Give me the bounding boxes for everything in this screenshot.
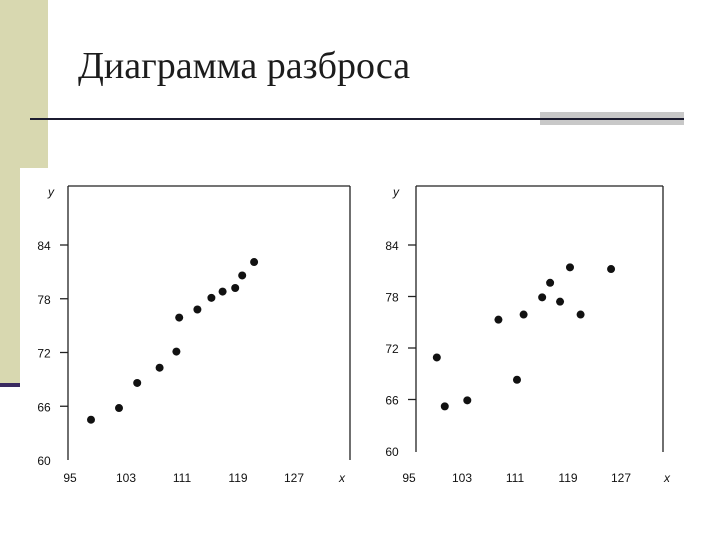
data-point <box>172 347 181 356</box>
x-tick-label: 119 <box>558 471 577 485</box>
x-tick-label: 127 <box>611 471 631 485</box>
data-point <box>87 415 95 424</box>
y-axis-label: y <box>392 185 400 199</box>
y-axis-label: y <box>47 185 55 199</box>
data-point <box>519 310 528 319</box>
y-tick-label: 78 <box>385 291 399 305</box>
data-point <box>546 278 555 287</box>
x-tick-label: 119 <box>228 471 247 485</box>
x-tick-label: 103 <box>452 471 472 485</box>
data-point <box>231 284 240 292</box>
data-point <box>238 271 247 280</box>
y-tick-label: 66 <box>37 400 51 414</box>
scatter-chart-right: y x 60 66 72 78 84 95 103 111 119 127 <box>385 185 671 485</box>
y-tick-label: 60 <box>37 454 51 468</box>
data-point <box>175 313 184 322</box>
data-point <box>218 287 227 296</box>
title-rule <box>30 118 542 120</box>
data-point <box>207 293 216 302</box>
data-point <box>432 353 441 362</box>
data-point <box>193 305 202 314</box>
data-point <box>565 263 574 272</box>
x-tick-label: 103 <box>116 471 136 485</box>
x-tick-label: 127 <box>284 471 304 485</box>
title-rule-accent-line <box>540 118 684 120</box>
x-axis-label: x <box>338 471 346 485</box>
scatter-figure-panel: y x 60 66 72 78 84 95 103 111 119 127 y x 60 66 72 78 84 9… <box>20 168 696 492</box>
y-tick-label: 72 <box>385 342 399 356</box>
x-tick-label: 111 <box>173 471 192 485</box>
data-point <box>133 378 142 387</box>
y-tick-label: 78 <box>37 293 51 307</box>
data-point <box>440 402 449 411</box>
data-point <box>463 396 472 405</box>
data-point <box>512 375 521 384</box>
data-point <box>115 404 123 413</box>
y-tick-label: 66 <box>385 394 399 408</box>
y-tick-label: 60 <box>385 445 399 459</box>
x-tick-label: 95 <box>63 471 77 485</box>
y-tick-label: 84 <box>37 239 51 253</box>
data-point <box>155 363 164 372</box>
data-point <box>576 310 585 319</box>
x-tick-label: 95 <box>402 471 416 485</box>
data-point <box>538 293 547 302</box>
data-point <box>607 265 616 274</box>
x-tick-label: 111 <box>506 471 525 485</box>
data-point <box>250 258 259 267</box>
data-point <box>494 315 503 324</box>
data-point <box>556 297 565 306</box>
scatter-chart-left: y x 60 66 72 78 84 95 103 111 119 127 <box>37 185 351 485</box>
y-tick-label: 72 <box>37 347 51 361</box>
slide-title: Диаграмма разброса <box>78 45 411 87</box>
y-tick-label: 84 <box>385 239 399 253</box>
x-axis-label: x <box>663 471 671 485</box>
